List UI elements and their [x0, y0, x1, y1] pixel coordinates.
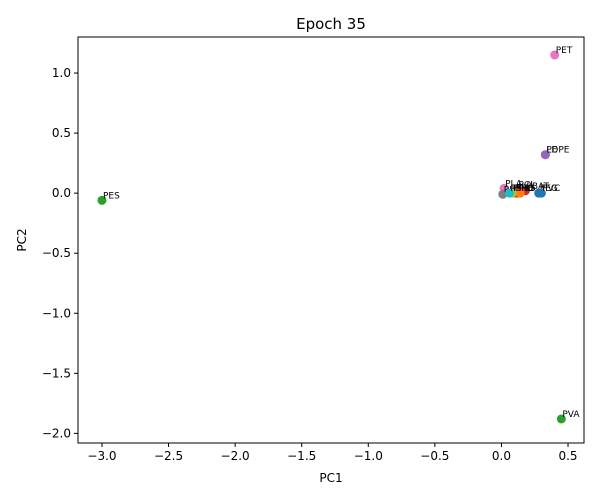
y-tick-label: −2.0 [42, 426, 71, 440]
point-label: PEG [540, 184, 558, 194]
y-tick-label: −0.5 [42, 246, 71, 260]
point-label: PLA [505, 179, 523, 189]
x-tick-label: −2.5 [154, 449, 183, 463]
point-label: PS [510, 184, 521, 194]
x-tick-label: 0.0 [492, 449, 511, 463]
x-tick-label: −0.5 [420, 449, 449, 463]
point-label: PHB [516, 184, 534, 194]
y-tick-label: 0.0 [52, 186, 71, 200]
chart-title: Epoch 35 [296, 15, 366, 33]
y-tick-label: 1.0 [52, 66, 71, 80]
point-label: PCL [518, 181, 535, 191]
axis-ticks: −3.0 −2.5 −2.0 −1.5 −1.0 −0.5 0.0 0.5 −2.0 −1.5 −1… [42, 66, 578, 463]
point-label: PP [513, 184, 524, 194]
plot-frame [77, 36, 585, 444]
x-axis-label: PC1 [319, 471, 342, 485]
point-label: PET [556, 46, 573, 56]
data-point [498, 189, 508, 199]
x-tick-label: −1.5 [287, 449, 316, 463]
y-tick-label: −1.5 [42, 366, 71, 380]
data-point [550, 50, 560, 60]
point-label: PES [103, 191, 120, 201]
x-tick-label: 0.5 [558, 449, 577, 463]
y-tick-label: −1.0 [42, 306, 71, 320]
point-label: PU [521, 184, 533, 194]
data-point [97, 195, 107, 205]
point-label: LDPE [546, 146, 569, 156]
x-tick-label: −2.0 [221, 449, 250, 463]
data-point [515, 188, 525, 198]
point-label: PBAT [526, 182, 549, 192]
y-axis-label: PC2 [15, 228, 29, 251]
data-point [540, 150, 550, 160]
point-label: PVC [542, 184, 560, 194]
point-label: PBS [518, 184, 535, 194]
data-points: PETPELDPEPESPVAPLAPBATPCLPHBPHAPBSPUPPPS… [97, 46, 580, 424]
point-label: PE [546, 146, 557, 156]
x-tick-label: −1.0 [354, 449, 383, 463]
point-label: PVA [562, 410, 580, 420]
data-point [536, 188, 546, 198]
data-point [504, 188, 514, 198]
x-tick-label: −3.0 [87, 449, 116, 463]
data-point [556, 414, 566, 424]
y-tick-label: 0.5 [52, 126, 71, 140]
